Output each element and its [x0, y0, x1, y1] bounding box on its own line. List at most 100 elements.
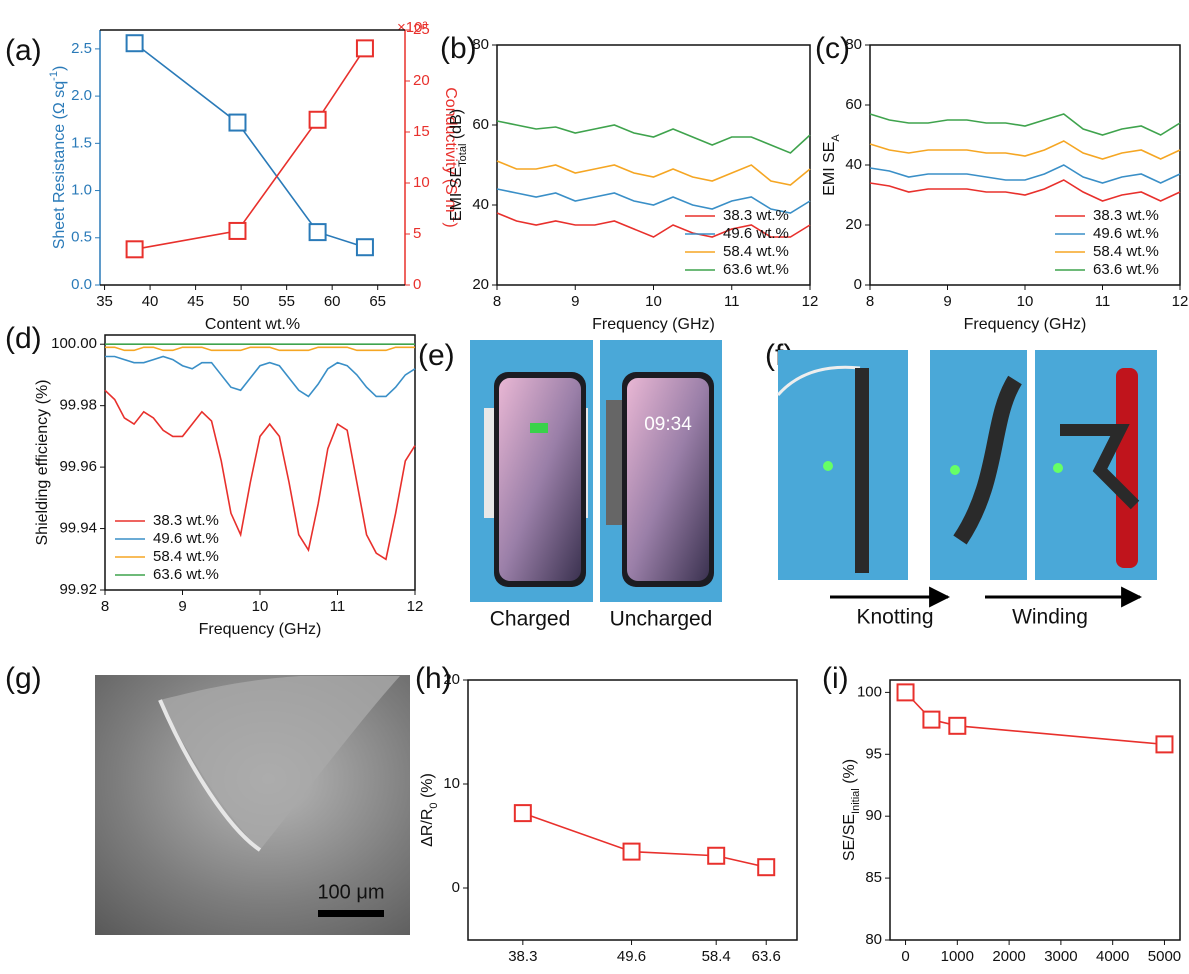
y-tick-label: 1.0 [71, 182, 92, 199]
y-tick-label: 80 [472, 36, 489, 53]
axis-title-part: ) [442, 222, 459, 227]
series-line [496, 120, 811, 154]
legend-label: 38.3 wt.% [1093, 207, 1159, 224]
axis-title-part: Total [457, 144, 469, 167]
series-line [496, 160, 811, 186]
marker [125, 34, 144, 53]
x-tick-label: 35 [96, 293, 113, 310]
legend-label: 49.6 wt.% [153, 530, 219, 547]
scale-label: 100 μm [317, 881, 384, 903]
series-line [134, 47, 366, 251]
marker [922, 710, 941, 729]
y-tick-label: 20 [443, 671, 460, 688]
y-tick-label: 0.0 [71, 276, 92, 293]
plot-frame [496, 44, 811, 286]
plot-frame [104, 334, 416, 591]
y-tick-label: 40 [472, 196, 489, 213]
y-tick-label: 99.92 [59, 581, 97, 598]
axis-title-part: Sheet Resistance (Ω sq [51, 81, 68, 249]
y-tick-label: 10 [443, 775, 460, 792]
panel-label: (c) [815, 32, 850, 65]
x-tick-label: 60 [324, 293, 341, 310]
axis-title: EMI SEA [821, 134, 842, 196]
axis-title-part: -1 [450, 213, 462, 223]
marker [707, 846, 726, 865]
y-tick-label: 20 [472, 276, 489, 293]
x-tick-label: 63.6 [752, 948, 781, 965]
axis-title-part: ΔR/R [419, 809, 436, 847]
axis-title-part: 0 [428, 802, 440, 808]
legend-label: 49.6 wt.% [723, 225, 789, 242]
series-line [134, 42, 366, 248]
series-line [869, 179, 1181, 202]
panel-e: (e) 09:34 Charged Uncharged [418, 339, 722, 631]
x-tick-label: 65 [369, 293, 386, 310]
x-tick-label: 45 [187, 293, 204, 310]
x-tick-label: 40 [142, 293, 159, 310]
y-tick-label: 100 [857, 683, 882, 700]
axis-title: Conductivity (S m-1) [442, 87, 462, 227]
scale-bar [318, 910, 384, 917]
x-tick-label: 1000 [941, 948, 974, 965]
legend-label: 63.6 wt.% [1093, 261, 1159, 278]
x-tick-label: 4000 [1096, 948, 1129, 965]
y-tick-label: 0.5 [71, 229, 92, 246]
y-tick-label: 40 [845, 156, 862, 173]
marker [308, 110, 327, 129]
axis-title-part: Shielding efficiency (%) [34, 379, 51, 545]
y-tick-label: 0 [452, 879, 460, 896]
y-tick-label: 99.96 [59, 458, 97, 475]
series-line [869, 140, 1181, 160]
marker [896, 683, 915, 702]
x-tick-label: 0 [901, 948, 909, 965]
x-tick-label: 58.4 [702, 948, 731, 965]
caption: Winding [1012, 606, 1088, 629]
y2-tick-label: 5 [413, 225, 421, 242]
y-tick-label: 90 [865, 807, 882, 824]
clock: 09:34 [644, 414, 692, 435]
axis-title-part: (%) [419, 773, 436, 802]
x-tick-label: 12 [802, 293, 819, 310]
marker [125, 240, 144, 259]
plot-frame [889, 679, 1181, 941]
marker [228, 113, 247, 132]
x-tick-label: 8 [866, 293, 874, 310]
caption: Uncharged [610, 608, 713, 631]
marker [1155, 735, 1174, 754]
x-tick-label: 11 [1095, 293, 1111, 310]
series-line [869, 113, 1181, 136]
x-tick-label: 10 [1017, 293, 1034, 310]
y-tick-label: 99.98 [59, 397, 97, 414]
panel-label: (d) [5, 322, 42, 355]
axis-title: ΔR/R0 (%) [419, 773, 440, 847]
panel-label: (a) [5, 34, 42, 67]
x-tick-label: 11 [724, 293, 740, 310]
caption: Charged [490, 608, 571, 631]
axis-title-part: SE/SE [841, 814, 858, 861]
x-axis-title: Frequency (GHz) [592, 316, 715, 333]
y-tick-label: 60 [845, 96, 862, 113]
legend-label: 58.4 wt.% [1093, 243, 1159, 260]
y-tick-label: 2.0 [71, 87, 92, 104]
marker [757, 858, 776, 877]
x-tick-label: 10 [252, 598, 269, 615]
panel-label: (h) [415, 662, 452, 695]
legend-label: 58.4 wt.% [153, 548, 219, 565]
axis-title: Sheet Resistance (Ω sq-1) [48, 66, 68, 250]
y-tick-label: 0 [854, 276, 862, 293]
y2-tick-label: 10 [413, 174, 430, 191]
y-tick-label: 85 [865, 869, 882, 886]
panel-label: (g) [5, 662, 42, 695]
y-tick-label: 99.94 [59, 520, 97, 537]
panel-label: (b) [440, 32, 477, 65]
axis-title-part: EMI SE [448, 167, 465, 221]
series-line [904, 691, 1165, 746]
photo [778, 350, 908, 580]
axis-title: Shielding efficiency (%) [34, 379, 51, 545]
legend-label: 63.6 wt.% [723, 261, 789, 278]
axis-title-part: ) [51, 66, 68, 71]
y-tick-label: 80 [845, 36, 862, 53]
panel-g: (g) 100 μm [5, 662, 410, 935]
y2-tick-label: 0 [413, 276, 421, 293]
